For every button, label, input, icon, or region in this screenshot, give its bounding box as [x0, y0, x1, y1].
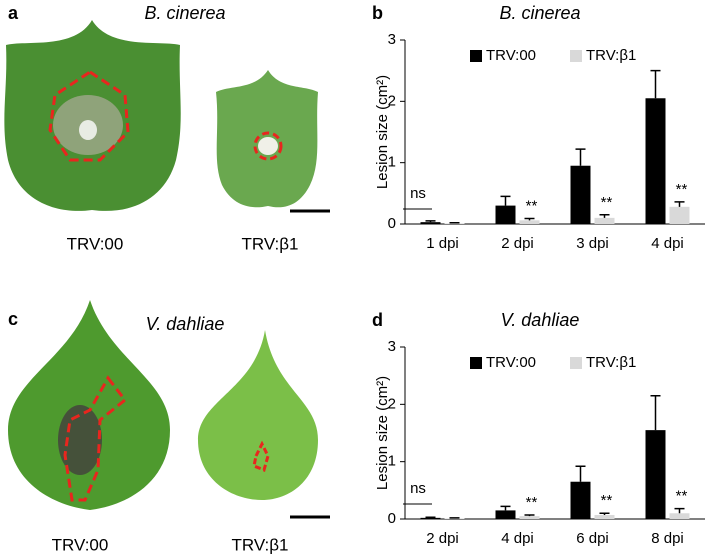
error-bar — [650, 394, 661, 431]
annotation: ** — [601, 194, 613, 211]
error-bar — [524, 217, 535, 221]
error-bar — [674, 201, 685, 207]
error-bar — [524, 514, 535, 517]
annotation: ** — [526, 494, 538, 511]
bar — [570, 165, 591, 224]
panel-title: V. dahliae — [146, 314, 225, 334]
panel-letter: a — [8, 3, 19, 23]
legend-swatch — [570, 357, 582, 369]
annotation: ns — [410, 185, 426, 202]
inoculum — [258, 137, 278, 155]
x-tick-label: 2 dpi — [501, 235, 534, 252]
legend-swatch — [570, 50, 582, 62]
legend-label: TRV:00 — [486, 354, 536, 371]
bar — [669, 206, 690, 224]
error-bar — [500, 195, 511, 206]
x-tick-label: 1 dpi — [426, 235, 459, 252]
chart-title: B. cinerea — [499, 3, 580, 23]
x-tick-label: 2 dpi — [426, 530, 459, 547]
panel-letter: b — [372, 3, 383, 23]
lesion-outline — [63, 375, 128, 502]
error-bar — [449, 222, 460, 224]
y-tick-label: 3 — [388, 338, 396, 355]
x-tick-label: 8 dpi — [651, 530, 684, 547]
bar — [645, 430, 666, 519]
legend-label: TRV:00 — [486, 47, 536, 64]
leaf — [8, 300, 170, 510]
x-tick-label: 6 dpi — [576, 530, 609, 547]
leaf-label: TRV:β1 — [231, 535, 288, 554]
legend-swatch — [470, 50, 482, 62]
y-axis-label: Lesion size (cm²) — [374, 376, 391, 490]
error-bar — [500, 505, 511, 511]
annotation: ** — [601, 492, 613, 509]
bar — [444, 223, 465, 224]
annotation: ** — [526, 197, 538, 214]
error-bar — [575, 465, 586, 482]
error-bar — [425, 220, 436, 223]
bar — [594, 514, 615, 519]
legend-label: TRV:β1 — [586, 354, 636, 371]
leaf-label: TRV:00 — [67, 234, 124, 253]
x-tick-label: 4 dpi — [651, 235, 684, 252]
legend-swatch — [470, 357, 482, 369]
bar — [519, 516, 540, 519]
lesion — [58, 405, 102, 475]
error-bar — [599, 512, 610, 515]
inoculum — [79, 120, 97, 140]
annotation: ** — [676, 488, 688, 505]
bar — [669, 513, 690, 519]
y-tick-label: 0 — [388, 510, 396, 527]
bar — [495, 205, 516, 224]
leaf — [198, 330, 318, 500]
error-bar — [449, 517, 460, 519]
panel-letter: c — [8, 309, 18, 329]
bar — [594, 217, 615, 224]
error-bar — [674, 507, 685, 514]
chart-title: V. dahliae — [501, 310, 580, 330]
bar — [444, 518, 465, 519]
y-tick-label: 1 — [388, 154, 396, 171]
y-tick-label: 2 — [388, 395, 396, 412]
error-bar — [650, 69, 661, 99]
leaf-label: TRV:00 — [52, 535, 109, 554]
y-tick-label: 1 — [388, 453, 396, 470]
y-axis-label: Lesion size (cm²) — [374, 75, 391, 189]
bar — [420, 517, 441, 519]
leaf-label: TRV:β1 — [241, 234, 298, 253]
y-tick-label: 0 — [388, 215, 396, 232]
panel-title: B. cinerea — [144, 3, 225, 23]
panel-letter: d — [372, 310, 383, 330]
y-tick-label: 3 — [388, 31, 396, 48]
bar — [495, 510, 516, 519]
y-tick-label: 2 — [388, 92, 396, 109]
annotation: ** — [676, 181, 688, 198]
lesion-outline — [253, 131, 283, 161]
legend-label: TRV:β1 — [586, 47, 636, 64]
error-bar — [575, 148, 586, 166]
x-tick-label: 3 dpi — [576, 235, 609, 252]
annotation: ns — [410, 480, 426, 497]
bar — [519, 220, 540, 224]
bar — [420, 222, 441, 224]
bar — [570, 481, 591, 519]
x-tick-label: 4 dpi — [501, 530, 534, 547]
error-bar — [425, 516, 436, 519]
lesion-outline — [252, 440, 270, 473]
lesion-outline — [48, 70, 130, 162]
bar — [645, 98, 666, 224]
error-bar — [599, 214, 610, 218]
